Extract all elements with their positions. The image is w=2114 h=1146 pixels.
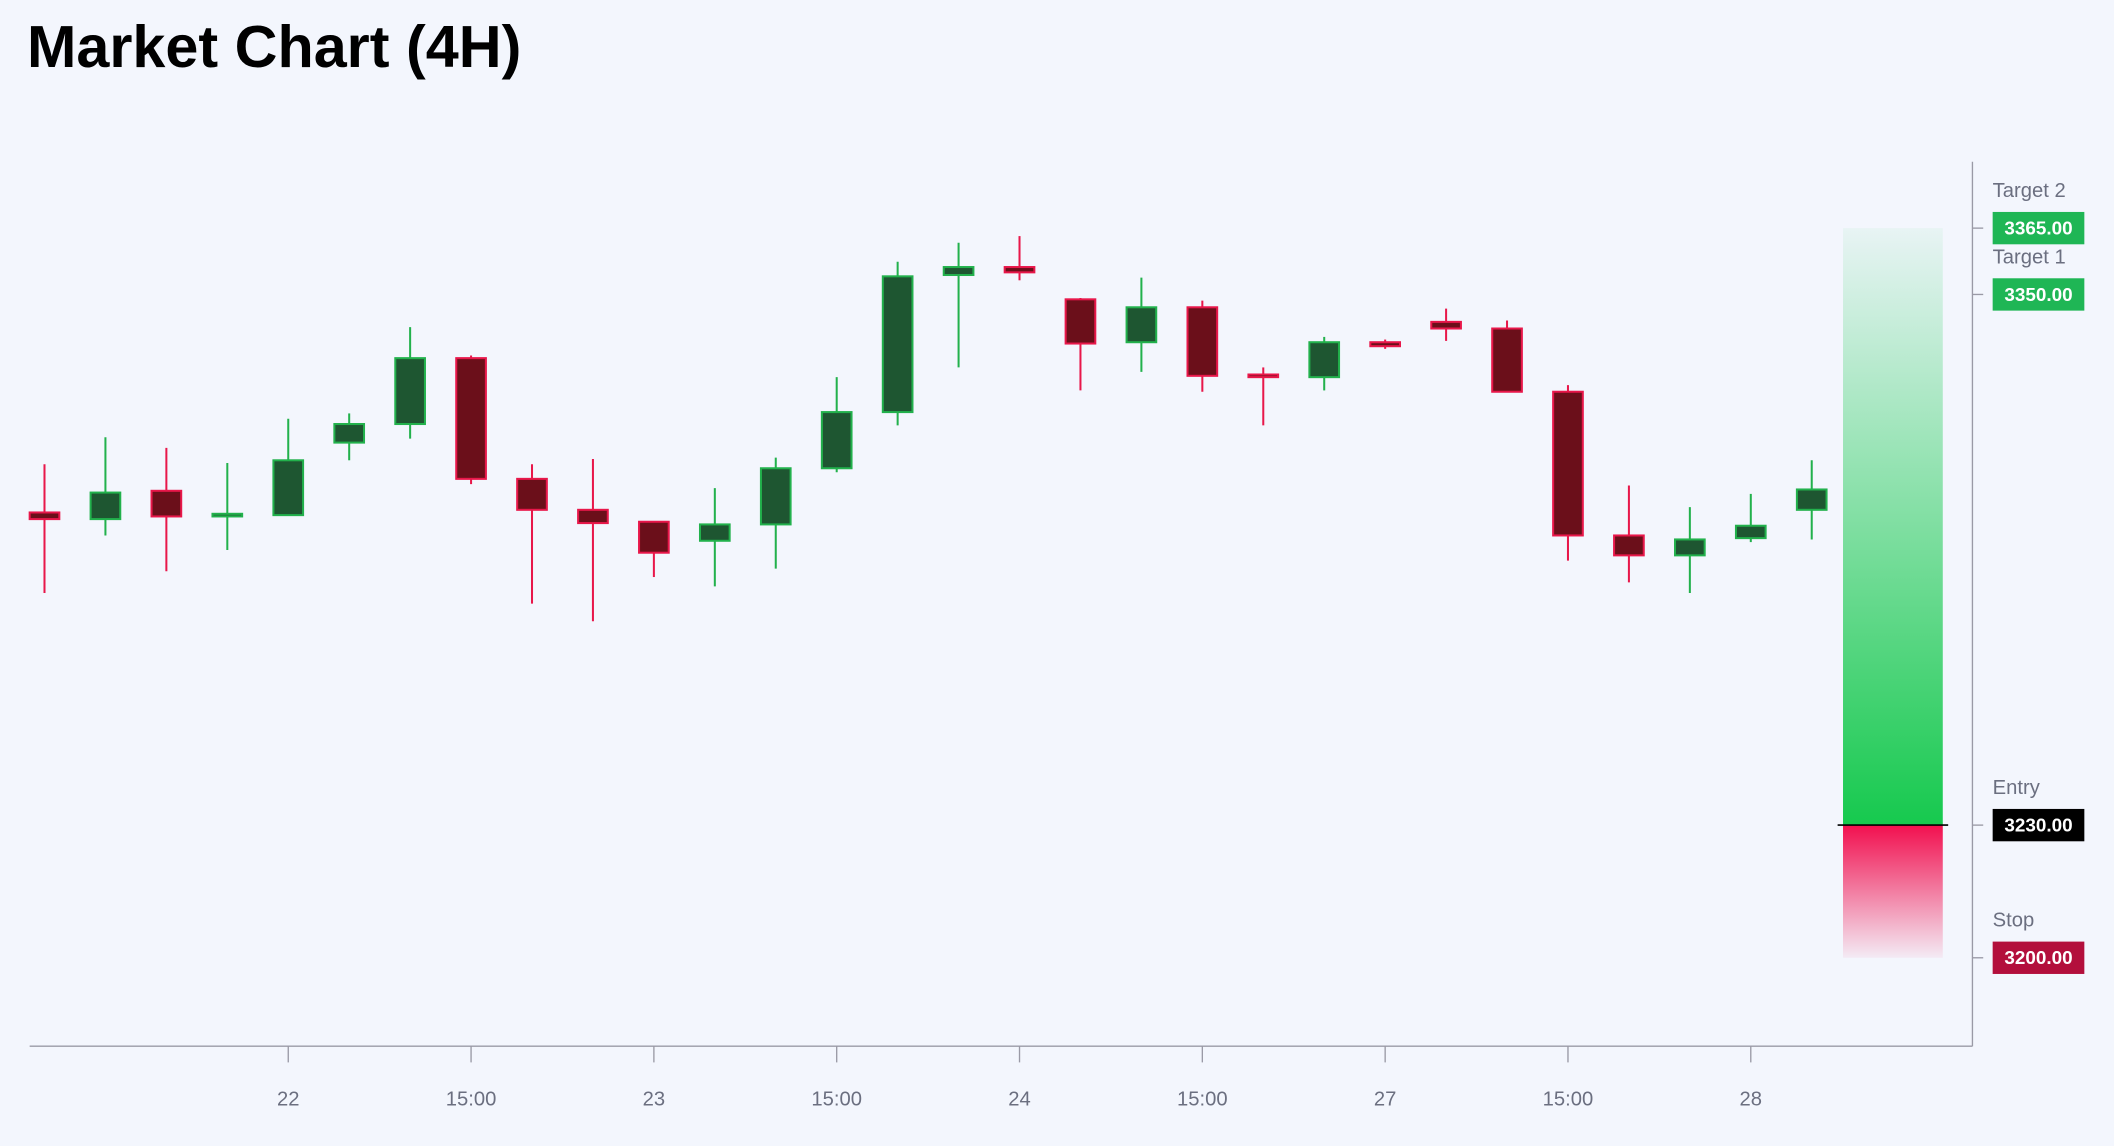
- x-tick-label: 27: [1374, 1088, 1397, 1110]
- candle-body: [577, 508, 609, 525]
- candle-body: [89, 491, 122, 521]
- candle-body: [759, 467, 792, 526]
- x-tick-label: 15:00: [1543, 1088, 1594, 1110]
- level-name: Target 2: [1993, 180, 2066, 202]
- x-tick-label: 22: [277, 1088, 300, 1110]
- x-tick-label: 15:00: [811, 1088, 862, 1110]
- level-value: 3350.00: [2004, 284, 2072, 305]
- level-name: Entry: [1993, 777, 2041, 799]
- x-tick-label: 15:00: [446, 1088, 497, 1110]
- level-value: 3230.00: [2004, 814, 2072, 835]
- candle-body: [881, 275, 914, 414]
- candle-body: [1430, 320, 1462, 330]
- candle-body: [1247, 373, 1280, 379]
- candle-body: [455, 357, 487, 480]
- level-name: Target 1: [1993, 246, 2066, 268]
- candle-body: [1734, 524, 1767, 540]
- candle-body: [942, 266, 975, 277]
- candle-body: [1552, 390, 1584, 537]
- x-tick-label: 24: [1008, 1088, 1031, 1110]
- level-box: [1992, 211, 2085, 245]
- level-name: Stop: [1993, 910, 2035, 932]
- loss-zone: [1843, 825, 1943, 958]
- candle-body: [1369, 341, 1401, 348]
- level-value: 3365.00: [2004, 217, 2072, 238]
- candle-body: [638, 520, 670, 554]
- x-tick-label: 15:00: [1177, 1088, 1228, 1110]
- candle-body: [820, 411, 853, 470]
- candle-body: [272, 459, 305, 517]
- candle-body: [1795, 488, 1828, 511]
- chart-title: Market Chart (4H): [27, 13, 521, 80]
- level-box: [1992, 278, 2085, 311]
- candle-body: [1674, 538, 1706, 557]
- x-tick-label: 23: [643, 1088, 666, 1110]
- candle-body: [333, 423, 366, 444]
- candle-body: [394, 357, 426, 426]
- level-box: [1992, 808, 2085, 842]
- candle-body: [150, 489, 183, 518]
- candle-body: [698, 523, 731, 542]
- candle-body: [516, 477, 548, 511]
- candle-body: [211, 512, 244, 518]
- x-tick-label: 28: [1740, 1088, 1763, 1110]
- candle-body: [1186, 306, 1219, 377]
- profit-zone: [1843, 228, 1943, 826]
- candle-body: [1003, 266, 1036, 274]
- candle-body: [1125, 306, 1158, 344]
- candle-body: [1308, 341, 1341, 379]
- level-box: [1992, 941, 2085, 974]
- candle-body: [1491, 327, 1523, 393]
- level-value: 3200.00: [2004, 947, 2072, 968]
- candle-body: [1613, 534, 1645, 557]
- candle-body: [1064, 298, 1097, 345]
- candle-body: [28, 511, 61, 521]
